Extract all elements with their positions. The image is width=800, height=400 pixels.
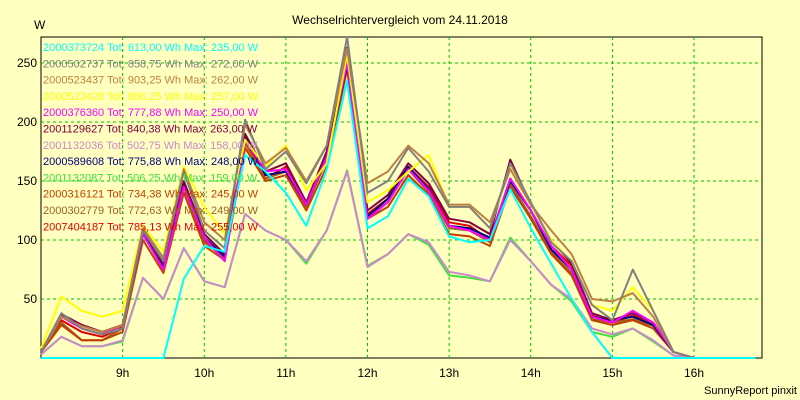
legend-entry: 2001132036 Tot: 502,75 Wh Max: 158,00 W	[43, 140, 258, 152]
legend-entry: 2001132087 Tot: 506,25 Wh Max: 159,00 W	[43, 172, 258, 184]
legend-entry: 2000316121 Tot: 734,38 Wh Max: 245,00 W	[43, 189, 259, 201]
x-tick-label: 14h	[521, 366, 541, 380]
legend-entry: 2001129627 Tot: 840,38 Wh Max: 263,00 W	[43, 124, 258, 136]
legend-entry: 2000523428 Tot: 886,25 Wh Max: 257,00 W	[43, 91, 259, 103]
x-tick-label: 13h	[439, 366, 459, 380]
x-tick-label: 16h	[684, 366, 704, 380]
legend-entry: 2000589608 Tot: 775,88 Wh Max: 248,00 W	[43, 156, 259, 168]
y-tick-label: 100	[17, 233, 37, 247]
series-group	[40, 36, 756, 359]
chart-title: Wechselrichtervergleich vom 24.11.2018	[292, 13, 508, 27]
x-tick-label: 9h	[116, 366, 129, 380]
legend-entry: 2007404187 Tot: 785,13 Wh Max: 255,00 W	[43, 221, 259, 233]
legend-entry: 2000376360 Tot: 777,88 Wh Max: 250,00 W	[43, 107, 259, 119]
x-axis: 9h 10h 11h 12h 13h 14h 15h 16h	[116, 366, 704, 380]
series-line	[41, 79, 756, 359]
legend-entry: 2000523437 Tot: 903,25 Wh Max: 262,00 W	[43, 75, 259, 87]
x-tick-label: 10h	[194, 366, 214, 380]
y-axis: 50 100 150 200 250	[17, 56, 37, 306]
series-line	[40, 64, 756, 359]
series-line	[40, 36, 756, 359]
y-tick-label: 250	[17, 56, 37, 70]
legend-entry: 2000502737 Tot: 858,75 Wh Max: 272,00 W	[43, 58, 259, 70]
x-tick-label: 15h	[602, 366, 622, 380]
series-line	[40, 170, 756, 359]
legend-entry: 2000373724 Tot: 613,00 Wh Max: 235,00 W	[43, 42, 259, 54]
y-axis-unit: W	[34, 18, 46, 32]
series-line	[40, 62, 756, 359]
series-line	[40, 47, 756, 359]
series-line	[40, 53, 756, 359]
x-tick-label: 11h	[276, 366, 295, 380]
legend: 2000373724 Tot: 613,00 Wh Max: 235,00 W 2…	[43, 42, 259, 233]
y-tick-label: 150	[17, 174, 37, 188]
legend-entry: 2000302779 Tot: 772,63 Wh Max: 249,00 W	[43, 205, 259, 217]
series-line	[40, 67, 756, 359]
x-tick-label: 12h	[357, 366, 377, 380]
y-tick-label: 50	[24, 292, 38, 306]
footer-credit: SunnyReport pinxit	[704, 385, 797, 397]
series-line	[40, 46, 756, 359]
y-tick-label: 200	[17, 115, 37, 129]
